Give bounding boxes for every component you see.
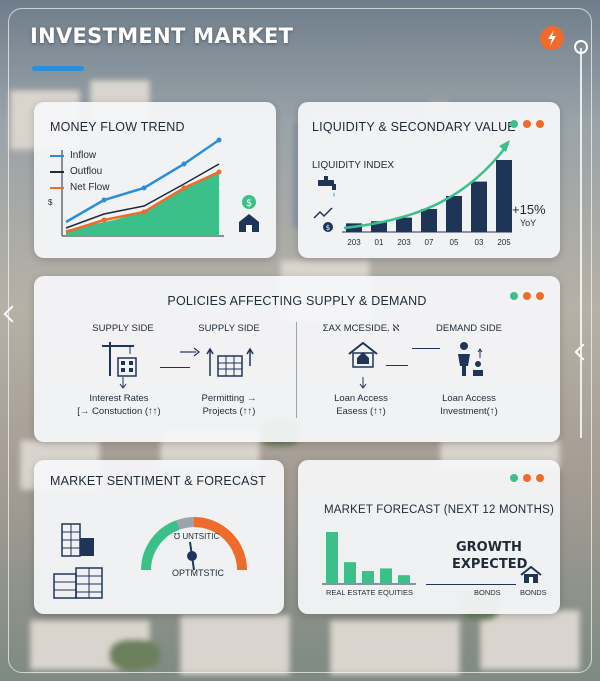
forecast-title: MARKET FORECAST (NEXT 12 MONTHS)	[324, 504, 555, 516]
liquidity-bar	[371, 221, 387, 232]
policy-line2-4: Investment(↑)	[440, 406, 498, 417]
liquidity-bar	[446, 196, 462, 232]
forecast-label-3: BONDS	[474, 588, 501, 597]
legend-outflow: Outflou	[70, 166, 103, 177]
liquidity-bar	[396, 217, 412, 232]
liquidity-bar	[421, 208, 437, 232]
sentiment-title: MARKET SENTIMENT & FORECAST	[50, 474, 267, 488]
down-arrow-icon	[358, 376, 368, 394]
connector-line	[386, 365, 408, 366]
money-flow-chart	[50, 137, 224, 237]
dollar-house-icon: $	[236, 194, 262, 239]
forecast-bar	[344, 562, 356, 584]
svg-text:$: $	[326, 224, 330, 232]
office-tower-icon	[58, 520, 98, 563]
policy-line1-1: Interest Rates	[89, 393, 149, 404]
sentiment-card: MARKET SENTIMENT & FORECAST ℧ UNTSITIC O…	[34, 460, 284, 614]
page-title: INVESTMENT MARKET	[30, 24, 294, 48]
window-dots	[510, 292, 544, 300]
liquidity-card: LIQUIDITY & SECONDARY VALUE LIQUIDITY IN…	[298, 102, 560, 258]
liquidity-x-label: 07	[425, 238, 434, 247]
forecast-label-1: REAL ESTATE	[326, 588, 376, 597]
forecast-label-2: EQUITIES	[378, 588, 414, 597]
liquidity-x-label: 205	[497, 238, 511, 247]
faucet-icon	[316, 176, 342, 203]
house-icon	[520, 565, 542, 589]
money-flow-title: MONEY FLOW TREND	[50, 120, 185, 134]
growth-line1: GROWTH	[456, 540, 522, 555]
axis-dollar-mark: $	[48, 198, 53, 207]
policy-line1-2: Permitting →	[201, 393, 257, 404]
policy-heading-3: ΣAX MCESIDE. ℵ	[322, 323, 400, 334]
policies-title: POLICIES AFFECTING SUPPLY & DEMAND	[167, 294, 427, 308]
apartment-icon	[52, 566, 106, 605]
window-dots	[510, 474, 544, 482]
gauge-label-top: ℧ UNTSITIC	[174, 532, 220, 541]
liquidity-x-label: 05	[450, 238, 459, 247]
growth-line2: EXPECTED	[452, 557, 528, 572]
liquidity-bar	[496, 160, 512, 232]
policy-line1-3: Loan Access	[334, 393, 388, 404]
title-underline	[32, 66, 84, 71]
forecast-bar	[398, 575, 410, 584]
policy-line2-2: Projects (↑↑)	[202, 406, 256, 417]
forecast-bar	[380, 568, 392, 584]
forecast-baseline	[426, 584, 516, 585]
forecast-label-4: BONDS	[520, 588, 547, 597]
liquidity-trend-line	[343, 143, 510, 230]
gauge-label-bottom: OPTMTSTIC	[172, 568, 224, 578]
house-check-icon	[346, 340, 380, 375]
money-flow-card: MONEY FLOW TREND Inflow Outflou Net Flow…	[34, 102, 276, 258]
policy-heading-4: DEMAND SIDE	[436, 323, 502, 334]
liquidity-change-value: +15%	[512, 202, 546, 217]
net-flow-area	[66, 172, 219, 236]
policies-card: POLICIES AFFECTING SUPPLY & DEMAND SUPPL…	[34, 276, 560, 442]
connector-line	[412, 348, 440, 349]
forecast-bar	[362, 571, 374, 584]
connector-line	[160, 367, 190, 368]
liquidity-chart: 203 01 203 07 05 03 205	[342, 140, 512, 247]
liquidity-change-unit: YoY	[520, 218, 537, 228]
liquidity-x-label: 203	[397, 238, 411, 247]
sentiment-gauge	[138, 508, 250, 583]
investor-people-icon	[456, 340, 486, 383]
crane-building-icon	[100, 340, 142, 383]
growth-coin-icon: $	[312, 206, 338, 239]
policy-line1-4: Loan Access	[442, 393, 496, 404]
policy-heading-2: SUPPLY SIDE	[198, 323, 260, 334]
scrollbar-thumb[interactable]	[574, 40, 588, 54]
liquidity-x-label: 01	[375, 238, 384, 247]
svg-text:$: $	[246, 198, 252, 209]
window-dots	[510, 120, 544, 128]
right-arrow-icon	[180, 344, 200, 362]
outer-frame	[8, 8, 592, 673]
forecast-bar	[326, 532, 338, 584]
liquidity-index-label: LIQUIDITY INDEX	[312, 160, 395, 171]
bolt-logo-icon	[540, 26, 564, 50]
forecast-card: MARKET FORECAST (NEXT 12 MONTHS) REAL ES…	[298, 460, 560, 614]
liquidity-bar	[471, 181, 487, 232]
liquidity-title: LIQUIDITY & SECONDARY VALUE	[312, 120, 516, 134]
legend-inflow: Inflow	[70, 150, 97, 161]
policy-line2-3: Easess (↑↑)	[336, 406, 386, 417]
trend-arrow-icon	[499, 140, 510, 152]
forecast-chart	[322, 532, 416, 585]
legend-net-flow: Net Flow	[70, 182, 110, 193]
down-arrow-icon	[118, 376, 128, 394]
liquidity-x-label: 203	[347, 238, 361, 247]
scrollbar-track[interactable]	[580, 48, 582, 438]
policy-line2-1: [→ Constuction (↑↑)	[77, 406, 161, 417]
policy-heading-1: SUPPLY SIDE	[92, 323, 154, 334]
outflow-line	[65, 163, 220, 229]
liquidity-x-label: 03	[475, 238, 484, 247]
permit-grid-icon	[204, 346, 258, 385]
policies-divider	[296, 322, 297, 418]
